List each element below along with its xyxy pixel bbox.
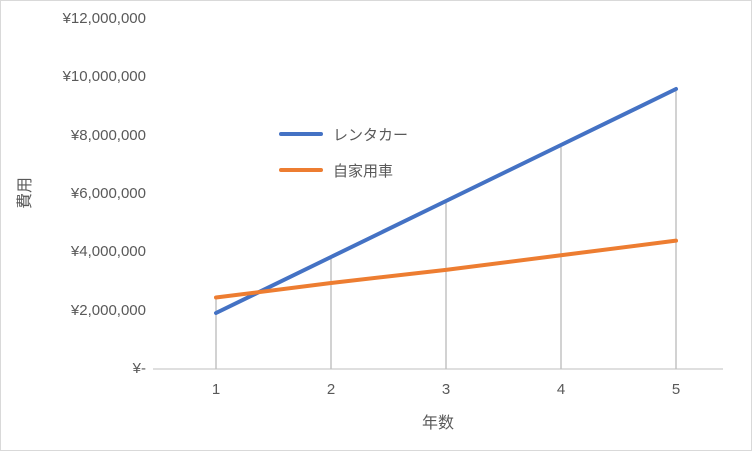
x-tick-label: 4	[556, 381, 566, 398]
x-tick-label: 5	[671, 381, 681, 398]
y-axis-title: 費用	[17, 176, 34, 210]
series-line	[214, 87, 678, 315]
series-line	[214, 238, 678, 300]
legend-entry: 自家用車	[279, 159, 408, 181]
legend: レンタカー 自家用車	[279, 123, 408, 181]
y-tick-label: ¥8,000,000	[70, 126, 146, 144]
x-axis-title: 年数	[421, 415, 455, 432]
y-tick-label: ¥12,000,000	[62, 10, 146, 27]
y-tick-label: ¥6,000,000	[70, 185, 146, 202]
legend-line-swatch	[279, 132, 323, 136]
x-tick-label: 3	[441, 381, 451, 398]
legend-label: 自家用車	[333, 162, 394, 180]
x-tick-label: 2	[326, 381, 336, 398]
y-tick-label: ¥-	[132, 360, 146, 377]
y-tick-label: ¥4,000,000	[70, 243, 146, 261]
legend-line-swatch	[279, 168, 323, 172]
legend-label: レンタカー	[333, 126, 409, 144]
y-tick-label: ¥10,000,000	[62, 68, 146, 86]
x-tick-label: 1	[211, 381, 221, 398]
y-tick-label: ¥2,000,000	[70, 301, 146, 319]
legend-entry: レンタカー	[279, 123, 408, 145]
